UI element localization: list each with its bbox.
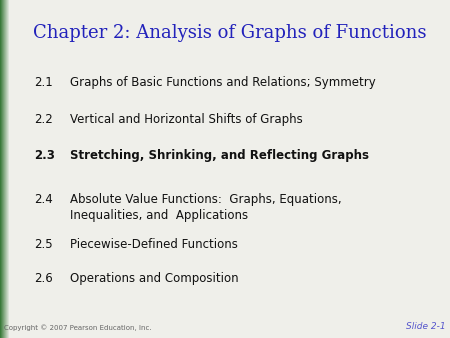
Text: 2.6: 2.6 (34, 272, 53, 285)
Text: 2.4: 2.4 (34, 193, 53, 206)
Text: 2.5: 2.5 (34, 238, 52, 251)
Text: Stretching, Shrinking, and Reflecting Graphs: Stretching, Shrinking, and Reflecting Gr… (70, 149, 369, 162)
Text: Absolute Value Functions:  Graphs, Equations,
Inequalities, and  Applications: Absolute Value Functions: Graphs, Equati… (70, 193, 342, 222)
Text: 2.1: 2.1 (34, 76, 53, 89)
Text: Slide 2-1: Slide 2-1 (406, 322, 446, 331)
Text: Chapter 2: Analysis of Graphs of Functions: Chapter 2: Analysis of Graphs of Functio… (33, 24, 427, 42)
Text: Piecewise-Defined Functions: Piecewise-Defined Functions (70, 238, 238, 251)
Text: Graphs of Basic Functions and Relations; Symmetry: Graphs of Basic Functions and Relations;… (70, 76, 375, 89)
Text: Vertical and Horizontal Shifts of Graphs: Vertical and Horizontal Shifts of Graphs (70, 113, 302, 126)
Text: Copyright © 2007 Pearson Education, Inc.: Copyright © 2007 Pearson Education, Inc. (4, 324, 152, 331)
Text: 2.3: 2.3 (34, 149, 54, 162)
Text: 2.2: 2.2 (34, 113, 53, 126)
Text: Operations and Composition: Operations and Composition (70, 272, 238, 285)
